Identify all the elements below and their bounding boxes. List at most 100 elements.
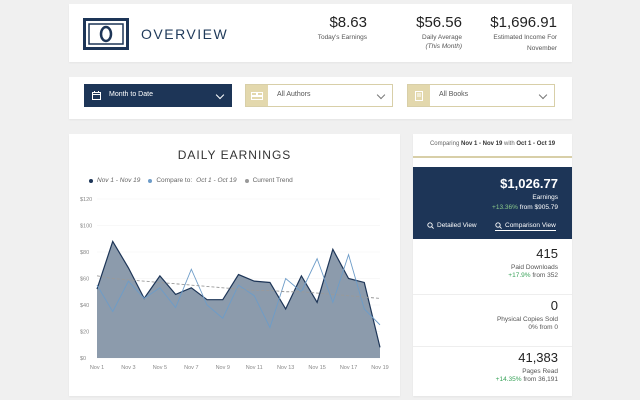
metric-physical-copies: 0 Physical Copies Sold 0% from 0 <box>413 298 572 331</box>
legend-label: Compare to: <box>156 177 193 184</box>
metric-value: 0 <box>550 298 558 313</box>
legend-dot <box>89 178 93 183</box>
stat-value: $1,696.91 <box>490 14 557 31</box>
books-dropdown[interactable]: All Books <box>407 84 555 107</box>
y-tick-label: $20 <box>80 330 89 336</box>
date-range-label: Month to Date <box>109 91 153 98</box>
y-tick-label: $120 <box>80 197 92 203</box>
legend-dot <box>148 178 153 183</box>
detailed-view-button[interactable]: Detailed View <box>427 222 477 229</box>
chart-title: DAILY EARNINGS <box>177 148 292 162</box>
x-tick-label: Nov 17 <box>340 365 357 371</box>
legend-item-current[interactable]: Nov 1 - Nov 19 <box>89 177 140 184</box>
metric-pct: +17.9% <box>508 272 531 279</box>
search-icon <box>495 222 502 229</box>
chevron-down-icon <box>376 90 386 100</box>
overview-header: OVERVIEW $8.63 Today's Earnings $56.56 D… <box>69 4 572 62</box>
metric-label: Physical Copies Sold <box>496 316 558 323</box>
compare-line <box>96 253 381 329</box>
metric-paid-downloads: 415 Paid Downloads +17.9% from 352 <box>413 246 572 279</box>
x-tick-label: Nov 15 <box>308 365 325 371</box>
divider <box>413 156 572 158</box>
metric-comparison: 0% from 0 <box>413 324 558 331</box>
metric-comparison: +14.35% from 36,191 <box>413 376 558 383</box>
stat-value: $56.56 <box>416 14 462 31</box>
stat-label: Daily Average <box>422 34 462 41</box>
legend-label: Current Trend <box>252 177 293 184</box>
comparison-prefix: Comparing <box>429 141 460 147</box>
chevron-down-icon <box>215 90 225 100</box>
authors-dropdown[interactable]: All Authors <box>245 84 393 107</box>
authors-icon <box>246 85 268 106</box>
x-tick-label: Nov 7 <box>184 365 198 371</box>
earnings-summary: $1,026.77 Earnings +13.36% from $905.79 … <box>413 167 572 239</box>
x-tick-label: Nov 13 <box>277 365 294 371</box>
earnings-comparison: +13.36% from $905.79 <box>492 204 558 211</box>
metric-pct: +14.35% <box>495 376 522 383</box>
legend-dot <box>244 178 249 183</box>
divider <box>413 294 572 295</box>
daily-earnings-chart-card: DAILY EARNINGS Nov 1 - Nov 19 Compare to… <box>69 134 400 396</box>
metric-label: Pages Read <box>522 368 558 375</box>
filter-bar: Month to Date All Authors All Books <box>69 77 572 119</box>
x-tick-label: Nov 9 <box>216 365 230 371</box>
metric-pages-read: 41,383 Pages Read +14.35% from 36,191 <box>413 350 572 383</box>
search-icon <box>427 222 434 229</box>
divider <box>413 346 572 347</box>
stat-estimated-income: $1,696.91 Estimated Income For November <box>467 14 557 53</box>
book-icon <box>408 85 430 106</box>
legend-label: Oct 1 - Oct 19 <box>196 177 237 184</box>
x-tick-label: Nov 11 <box>246 365 263 371</box>
authors-label: All Authors <box>277 91 311 98</box>
comparison-note: Comparing Nov 1 - Nov 19 with Oct 1 - Oc… <box>413 141 572 147</box>
x-tick-label: Nov 3 <box>121 365 135 371</box>
trend-line <box>96 275 381 299</box>
comparison-view-button[interactable]: Comparison View <box>495 222 556 231</box>
metric-value: 415 <box>536 246 558 261</box>
stat-label: Estimated Income For <box>493 34 557 41</box>
x-tick-label: Nov 19 <box>371 365 388 371</box>
page-title: OVERVIEW <box>141 26 229 42</box>
daily-earnings-chart: $0 $20 $40 $60 $80 $100 $120 Nov 1 Nov 3 Nov 5 Nov… <box>80 197 389 371</box>
comparison-previous-range: Oct 1 - Oct 19 <box>516 141 556 147</box>
stat-sublabel: (This Month) <box>425 43 462 50</box>
stat-sublabel: November <box>527 45 557 52</box>
x-tick-label: Nov 5 <box>153 365 167 371</box>
metric-label: Paid Downloads <box>511 264 558 271</box>
comparison-panel: Comparing Nov 1 - Nov 19 with Oct 1 - Oc… <box>413 134 572 396</box>
metric-from: from 352 <box>532 272 558 279</box>
money-icon <box>83 18 129 50</box>
metric-pct: 0% <box>528 324 538 331</box>
metric-from: from 36,191 <box>523 376 558 383</box>
x-tick-label: Nov 1 <box>90 365 104 371</box>
books-label: All Books <box>439 91 469 98</box>
date-range-dropdown[interactable]: Month to Date <box>84 84 232 107</box>
chart-legend: Nov 1 - Nov 19 Compare to: Oct 1 - Oct 1… <box>89 177 293 184</box>
comparison-current-range: Nov 1 - Nov 19 <box>460 141 503 147</box>
calendar-icon <box>85 85 107 106</box>
comparison-with: with <box>504 141 515 147</box>
y-tick-label: $100 <box>80 224 92 230</box>
metric-from: from 0 <box>539 324 558 331</box>
earnings-pct: +13.36% <box>492 204 518 211</box>
current-area <box>97 241 380 358</box>
y-tick-label: $40 <box>80 303 89 309</box>
y-tick-label: $0 <box>80 356 86 362</box>
stat-daily-average: $56.56 Daily Average (This Month) <box>382 14 462 51</box>
detailed-view-label: Detailed View <box>437 222 477 229</box>
chevron-down-icon <box>538 90 548 100</box>
earnings-from: from $905.79 <box>519 204 558 211</box>
stat-today-earnings: $8.63 Today's Earnings <box>287 14 367 42</box>
y-tick-label: $60 <box>80 277 89 283</box>
legend-item-compare[interactable]: Compare to: Oct 1 - Oct 19 <box>148 177 237 184</box>
stat-value: $8.63 <box>329 14 367 31</box>
metric-value: 41,383 <box>518 350 558 365</box>
legend-item-trend[interactable]: Current Trend <box>244 177 293 184</box>
metric-comparison: +17.9% from 352 <box>413 272 558 279</box>
stat-label: Today's Earnings <box>317 34 367 41</box>
legend-label: Nov 1 - Nov 19 <box>97 177 141 184</box>
comparison-view-label: Comparison View <box>505 222 556 229</box>
earnings-label: Earnings <box>532 194 558 201</box>
y-tick-label: $80 <box>80 250 89 256</box>
earnings-value: $1,026.77 <box>500 176 558 191</box>
